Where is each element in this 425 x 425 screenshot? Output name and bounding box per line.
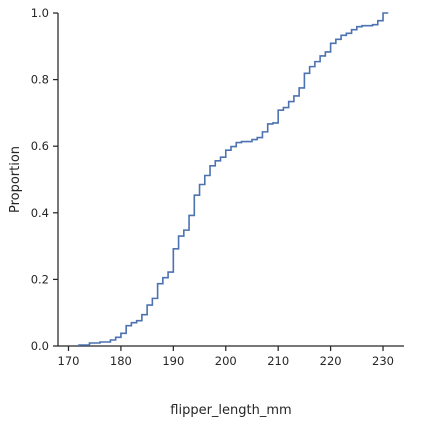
- y-tick-label: 0.0: [31, 339, 49, 353]
- x-tick-label: 200: [215, 354, 237, 368]
- x-tick-label: 210: [267, 354, 289, 368]
- y-tick-label: 0.6: [31, 139, 49, 153]
- x-tick-label: 170: [58, 354, 80, 368]
- y-tick-label: 0.2: [31, 272, 49, 286]
- ecdf-step-line: [78, 12, 389, 346]
- y-tick-label: 0.8: [31, 73, 49, 87]
- x-tick-label: 220: [320, 354, 342, 368]
- y-axis-ticks: 0.0 0.2 0.4 0.6 0.8 1.0: [31, 6, 58, 353]
- x-axis-ticks: 170 180 190 200 210 220 230: [58, 346, 394, 368]
- x-tick-label: 190: [162, 354, 184, 368]
- y-tick-label: 0.4: [31, 206, 49, 220]
- y-tick-label: 1.0: [31, 6, 49, 20]
- x-axis-label: flipper_length_mm: [170, 403, 291, 418]
- x-tick-label: 180: [110, 354, 132, 368]
- x-tick-label: 230: [372, 354, 394, 368]
- y-axis-label: Proportion: [8, 146, 23, 213]
